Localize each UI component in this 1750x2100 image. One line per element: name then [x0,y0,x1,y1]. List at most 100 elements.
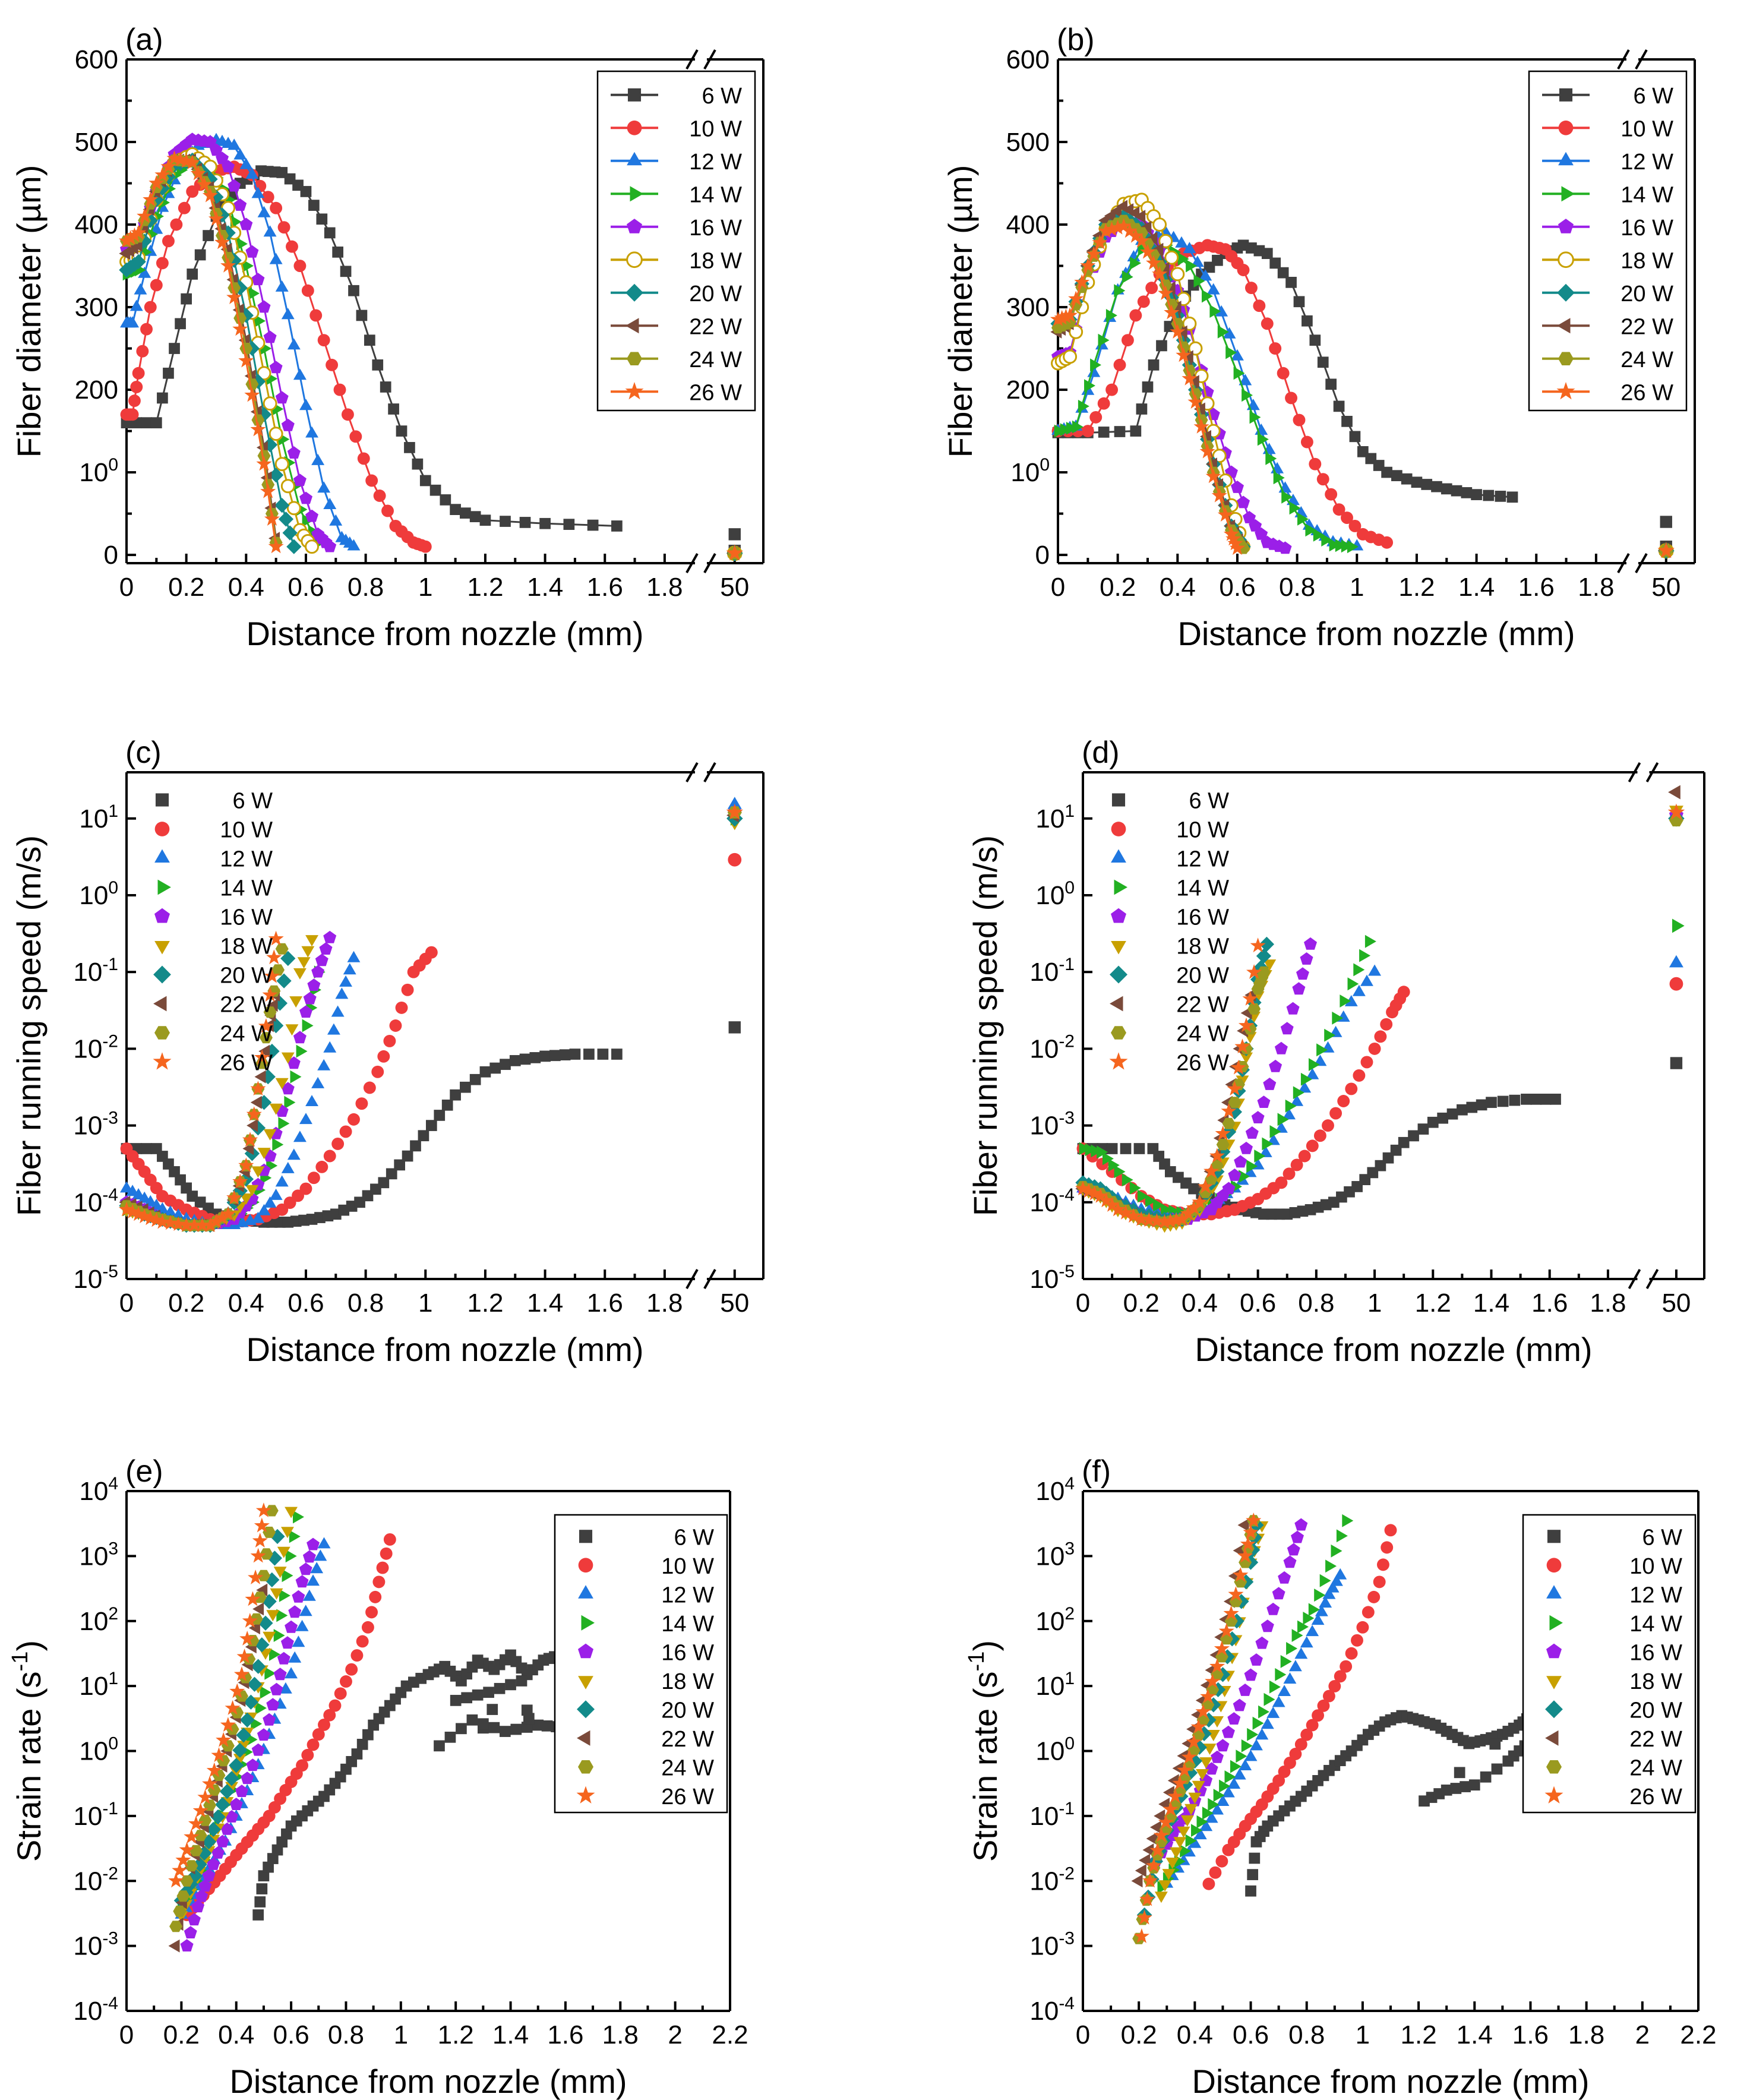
data-point [154,1214,170,1229]
data-point [176,1890,190,1902]
data-point [328,1699,342,1712]
y-tick-label: 100 [79,878,118,910]
chart-panel-e: 0 0.2 0.4 0.6 0.8 1 1.2 1.4 1.6 1.8 2 2.2 10-4 10-3 10… [8,1454,748,2100]
data-point [188,1815,204,1831]
data-point [150,222,163,234]
data-point [419,475,431,487]
x-tick-label: 0 [1076,2020,1090,2050]
data-point [181,293,192,305]
y-tick-label: 500 [1006,128,1050,157]
data-point [281,1052,295,1064]
data-point [280,479,295,494]
data-point [257,206,271,217]
data-point [239,1631,255,1646]
data-point [331,1005,345,1017]
data-point [1175,236,1188,248]
data-point [1133,1928,1149,1943]
data-point [1309,1058,1320,1071]
legend-marker [153,996,167,1012]
legend-marker [1561,186,1575,202]
data-point [307,978,321,991]
data-point [345,1663,358,1676]
data-point [1201,386,1214,398]
legend-item: 10 W [611,116,742,141]
data-point [260,1548,273,1560]
data-point [299,1562,312,1575]
data-point [1322,1587,1336,1599]
data-point [187,269,198,280]
data-point [1441,1785,1452,1796]
data-point [1202,1877,1215,1890]
legend-label: 24 W [689,348,742,372]
data-point [239,157,253,169]
data-point [280,1636,294,1649]
data-point [1263,959,1277,971]
data-point [316,213,328,225]
data-point [269,1103,283,1115]
data-point [1285,276,1297,288]
data-point [1229,540,1245,555]
data-point [1122,223,1138,238]
data-point [339,975,352,987]
legend-item: 18 W [1546,1669,1682,1694]
data-point [260,483,276,498]
data-point [191,1900,205,1913]
data-point [319,942,333,955]
legend-label: 6 W [1633,84,1673,109]
data-point-break [1668,785,1680,800]
data-point [1216,1739,1230,1752]
legend-label: 26 W [1621,380,1673,405]
x-tick-label: 1.2 [438,2020,474,2050]
chart-panel-c: 0 0.2 0.4 0.6 0.8 1 1.2 1.4 1.6 1.8 50 10-5 10-4 10-3… [10,735,765,1368]
data-point [179,1842,195,1857]
data-point [1190,1719,1206,1734]
data-point [1257,1095,1271,1108]
data-point [1238,1017,1255,1032]
legend-marker [1558,251,1574,269]
data-point [1312,1709,1325,1722]
data-point [198,1879,212,1892]
x-tick-label-break: 50 [1661,1289,1691,1318]
legend: 6 W 10 W 12 W 14 W 16 W 18 W 20 W 22 W 24 W 26 W [1109,789,1229,1076]
data-point [150,417,162,429]
data-point [1216,1139,1230,1151]
data-point [1322,1690,1335,1703]
data-point [270,201,283,214]
legend-item: 18 W [611,248,742,273]
data-point [1227,1081,1243,1096]
data-point [251,1659,266,1674]
legend-item: 6 W [611,84,742,109]
data-point [1136,1909,1152,1925]
legend-item: 10 W [1542,116,1673,141]
data-point [262,437,278,453]
data-point [302,1589,316,1601]
data-point [1351,1634,1363,1647]
data-point [245,1591,261,1606]
data-point [347,539,361,551]
data-point [494,1682,506,1694]
data-point [324,227,336,239]
data-point [323,930,337,943]
data-point [126,316,139,328]
legend-item: 12 W [1546,1583,1682,1608]
data-point [287,1148,301,1160]
data-point [263,330,277,343]
data-point [1293,296,1305,308]
legend-item: 26 W [1109,1051,1229,1076]
legend-label: 14 W [689,182,742,207]
data-point [272,1138,284,1151]
series-10w [1076,977,1683,1221]
data-point [469,1073,481,1085]
data-point [356,1635,369,1648]
data-point [154,166,170,182]
data-point [461,1692,473,1704]
legend-marker [153,1052,172,1070]
legend-item: 12 W [1111,847,1229,872]
data-point [136,345,149,358]
data-point [1495,491,1506,502]
data-point [1269,257,1281,269]
data-point [1202,289,1213,303]
data-point [1240,1052,1253,1064]
data-point [1208,1798,1220,1811]
y-tick-label: 10-2 [1029,1864,1075,1896]
